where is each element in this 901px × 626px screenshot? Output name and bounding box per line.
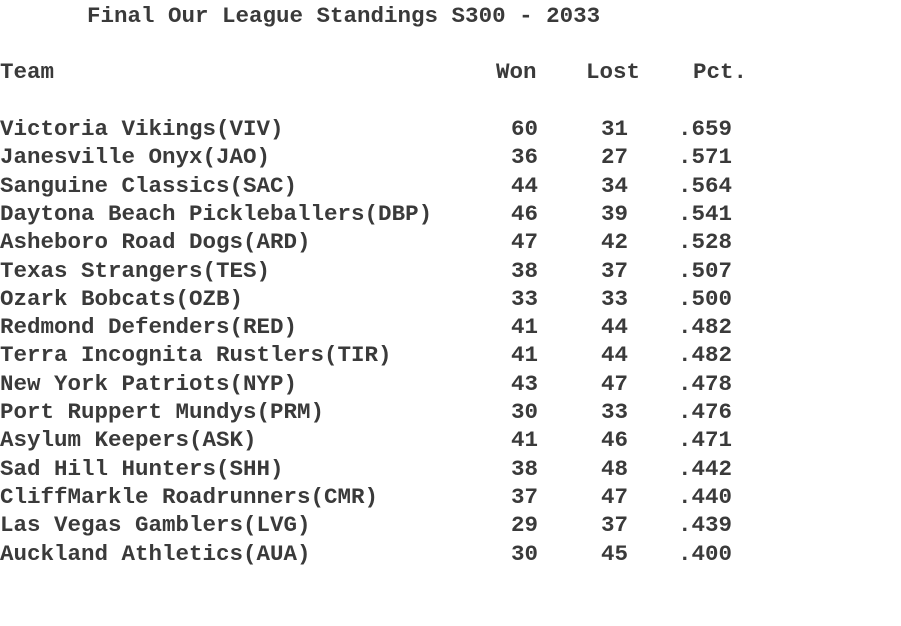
wins-value: 33 bbox=[511, 285, 539, 312]
team-name: Janesville Onyx(JAO) bbox=[0, 144, 271, 171]
win-pct-value: .400 bbox=[678, 540, 733, 567]
column-header-team: Team bbox=[0, 59, 55, 85]
wins-value: 38 bbox=[511, 257, 539, 284]
table-row: Daytona Beach Pickleballers(DBP) 46 39 .541 bbox=[0, 201, 901, 229]
wins-value: 44 bbox=[511, 172, 539, 199]
win-pct-value: .440 bbox=[678, 483, 733, 510]
table-row: New York Patriots(NYP) 43 47 .478 bbox=[0, 371, 901, 399]
team-name: Asylum Keepers(ASK) bbox=[0, 427, 257, 454]
column-header-lost: Lost bbox=[586, 59, 641, 85]
wins-value: 37 bbox=[511, 483, 539, 510]
losses-value: 47 bbox=[601, 483, 629, 510]
team-name: Asheboro Road Dogs(ARD) bbox=[0, 229, 311, 256]
win-pct-value: .482 bbox=[678, 342, 733, 369]
column-header-won: Won bbox=[496, 59, 537, 85]
win-pct-value: .442 bbox=[678, 455, 733, 482]
wins-value: 30 bbox=[511, 540, 539, 567]
table-row: Las Vegas Gamblers(LVG) 29 37 .439 bbox=[0, 512, 901, 540]
losses-value: 33 bbox=[601, 285, 629, 312]
losses-value: 42 bbox=[601, 229, 629, 256]
losses-value: 34 bbox=[601, 172, 629, 199]
table-row: Auckland Athletics(AUA) 30 45 .400 bbox=[0, 541, 901, 569]
wins-value: 29 bbox=[511, 512, 539, 539]
win-pct-value: .500 bbox=[678, 285, 733, 312]
table-row: CliffMarkle Roadrunners(CMR) 37 47 .440 bbox=[0, 484, 901, 512]
win-pct-value: .471 bbox=[678, 427, 733, 454]
losses-value: 44 bbox=[601, 342, 629, 369]
table-row: Asheboro Road Dogs(ARD) 47 42 .528 bbox=[0, 229, 901, 257]
wins-value: 41 bbox=[511, 314, 539, 341]
losses-value: 46 bbox=[601, 427, 629, 454]
table-row: Texas Strangers(TES) 38 37 .507 bbox=[0, 258, 901, 286]
wins-value: 60 bbox=[511, 116, 539, 142]
team-name: Sad Hill Hunters(SHH) bbox=[0, 455, 284, 482]
team-name: Terra Incognita Rustlers(TIR) bbox=[0, 342, 392, 369]
win-pct-value: .659 bbox=[678, 116, 733, 142]
table-header: Team Won Lost Pct. bbox=[0, 59, 901, 87]
win-pct-value: .507 bbox=[678, 257, 733, 284]
team-name: Redmond Defenders(RED) bbox=[0, 314, 298, 341]
wins-value: 46 bbox=[511, 200, 539, 227]
wins-value: 47 bbox=[511, 229, 539, 256]
win-pct-value: .571 bbox=[678, 144, 733, 171]
wins-value: 36 bbox=[511, 144, 539, 171]
team-name: Sanguine Classics(SAC) bbox=[0, 172, 298, 199]
table-row: Sad Hill Hunters(SHH) 38 48 .442 bbox=[0, 456, 901, 484]
losses-value: 47 bbox=[601, 370, 629, 397]
wins-value: 43 bbox=[511, 370, 539, 397]
losses-value: 45 bbox=[601, 540, 629, 567]
win-pct-value: .478 bbox=[678, 370, 733, 397]
losses-value: 44 bbox=[601, 314, 629, 341]
team-name: Ozark Bobcats(OZB) bbox=[0, 285, 244, 312]
team-name: Auckland Athletics(AUA) bbox=[0, 540, 311, 567]
win-pct-value: .439 bbox=[678, 512, 733, 539]
table-row: Terra Incognita Rustlers(TIR) 41 44 .482 bbox=[0, 342, 901, 370]
table-row: Victoria Vikings(VIV) 60 31 .659 bbox=[0, 116, 901, 144]
losses-value: 31 bbox=[601, 116, 629, 142]
team-name: Port Ruppert Mundys(PRM) bbox=[0, 399, 325, 425]
losses-value: 39 bbox=[601, 200, 629, 227]
losses-value: 37 bbox=[601, 257, 629, 284]
wins-value: 41 bbox=[511, 427, 539, 454]
table-row: Ozark Bobcats(OZB) 33 33 .500 bbox=[0, 286, 901, 314]
win-pct-value: .541 bbox=[678, 200, 733, 227]
wins-value: 38 bbox=[511, 455, 539, 482]
losses-value: 48 bbox=[601, 455, 629, 482]
team-name: Daytona Beach Pickleballers(DBP) bbox=[0, 200, 433, 227]
team-name: Las Vegas Gamblers(LVG) bbox=[0, 512, 311, 539]
losses-value: 37 bbox=[601, 512, 629, 539]
team-name: CliffMarkle Roadrunners(CMR) bbox=[0, 483, 379, 510]
wins-value: 41 bbox=[511, 342, 539, 369]
win-pct-value: .528 bbox=[678, 229, 733, 256]
table-row: Janesville Onyx(JAO) 36 27 .571 bbox=[0, 144, 901, 172]
table-row: Redmond Defenders(RED) 41 44 .482 bbox=[0, 314, 901, 342]
losses-value: 33 bbox=[601, 399, 629, 425]
table-row: Sanguine Classics(SAC) 44 34 .564 bbox=[0, 173, 901, 201]
team-name: New York Patriots(NYP) bbox=[0, 370, 298, 397]
table-row: Port Ruppert Mundys(PRM) 30 33 .476 bbox=[0, 399, 901, 427]
column-header-pct: Pct. bbox=[693, 59, 748, 85]
win-pct-value: .476 bbox=[678, 399, 733, 425]
table-row: Asylum Keepers(ASK) 41 46 .471 bbox=[0, 427, 901, 455]
losses-value: 27 bbox=[601, 144, 629, 171]
wins-value: 30 bbox=[511, 399, 539, 425]
win-pct-value: .482 bbox=[678, 314, 733, 341]
team-name: Victoria Vikings(VIV) bbox=[0, 116, 284, 142]
team-name: Texas Strangers(TES) bbox=[0, 257, 271, 284]
win-pct-value: .564 bbox=[678, 172, 733, 199]
page-title: Final Our League Standings S300 - 2033 bbox=[87, 3, 601, 29]
